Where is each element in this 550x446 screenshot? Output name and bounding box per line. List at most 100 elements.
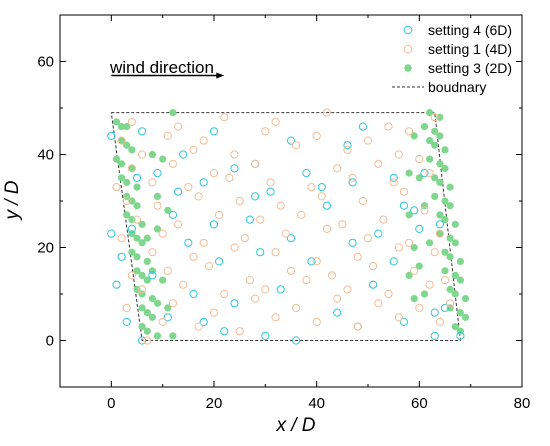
setting-3-point	[138, 271, 146, 279]
setting-1-point	[302, 276, 311, 285]
setting-1-point	[322, 108, 331, 117]
setting-3-point	[415, 174, 423, 182]
setting-1-point	[343, 285, 352, 294]
x-axis-title: x / D	[275, 415, 315, 436]
setting-3-point	[431, 141, 439, 149]
setting-3-point	[441, 164, 449, 172]
setting-3-point	[451, 323, 459, 331]
setting-1-point	[348, 173, 357, 182]
setting-1-point	[394, 313, 403, 322]
legend-setting-1-label: setting 1 (4D)	[428, 41, 512, 57]
setting-3-point	[133, 267, 141, 275]
y-tick-label: 0	[46, 333, 54, 350]
setting-1-point	[168, 299, 177, 308]
setting-3-point	[410, 132, 418, 140]
setting-1-point	[358, 196, 367, 206]
setting-1-point	[430, 113, 439, 122]
legend-setting-3-marker	[404, 64, 412, 72]
setting-1-point	[379, 215, 388, 224]
legend-setting-4-label: setting 4 (6D)	[428, 22, 512, 38]
setting-1-point	[127, 117, 136, 127]
setting-3-point	[164, 304, 172, 312]
setting-4-point	[276, 285, 285, 294]
setting-1-point	[430, 248, 439, 257]
setting-3-point	[405, 169, 413, 177]
setting-1-point	[405, 238, 414, 247]
setting-1-point	[179, 280, 188, 289]
setting-3-point	[169, 332, 177, 340]
setting-3-point	[138, 304, 146, 312]
setting-4-point	[122, 317, 131, 326]
wind-direction-label: wind direction	[109, 58, 214, 77]
setting-1-point	[174, 220, 183, 229]
wind-arrow-head	[216, 72, 225, 79]
setting-3-point	[128, 164, 136, 172]
setting-3-point	[164, 206, 172, 214]
setting-4-point	[220, 327, 229, 336]
setting-1-point	[117, 136, 126, 145]
setting-4-point	[307, 257, 316, 266]
setting-1-point	[384, 122, 393, 131]
setting-3-point	[441, 197, 449, 205]
setting-4-point	[430, 331, 439, 340]
setting-1-point	[276, 201, 285, 210]
setting-1-point	[127, 271, 136, 280]
setting-4-point	[199, 178, 208, 187]
setting-3-point	[138, 239, 146, 247]
setting-1-point	[256, 215, 265, 224]
setting-1-point	[374, 159, 383, 168]
setting-3-point	[451, 290, 459, 298]
setting-1-point	[410, 266, 419, 275]
setting-1-point	[235, 196, 244, 206]
setting-1-point	[415, 155, 424, 164]
setting-3-point	[446, 285, 454, 293]
setting-1-point	[394, 150, 403, 159]
setting-1-point	[189, 145, 198, 154]
setting-3-point	[410, 243, 418, 252]
setting-4-point	[302, 169, 311, 178]
setting-1-point	[353, 322, 362, 331]
setting-1-point	[194, 322, 203, 331]
setting-1-point	[245, 276, 254, 285]
boundary-line	[110, 112, 461, 341]
legend-setting-1-marker	[403, 44, 413, 54]
setting-3-point	[128, 248, 136, 256]
setting-4-point	[286, 234, 296, 243]
setting-3-point	[133, 253, 141, 261]
setting-4-point	[148, 271, 157, 280]
setting-1-point	[307, 183, 316, 192]
setting-3-point	[456, 276, 464, 284]
setting-1-point	[271, 313, 280, 322]
setting-1-point	[353, 252, 362, 261]
setting-4-point	[230, 299, 239, 308]
setting-4-point	[127, 224, 136, 233]
x-tick-label: 20	[206, 395, 223, 412]
setting-1-point	[230, 150, 239, 159]
setting-1-point	[251, 294, 260, 303]
setting-1-point	[209, 308, 219, 317]
setting-3-point	[138, 220, 146, 228]
legend-boudnary-label: boudnary	[428, 79, 486, 95]
setting-1-point	[117, 234, 126, 243]
setting-3-point	[153, 192, 162, 200]
y-axis-title: y / D	[2, 180, 23, 221]
setting-3-point	[112, 155, 121, 163]
y-tick-label: 40	[37, 147, 54, 164]
setting-1-point	[440, 276, 450, 285]
x-tick-label: 40	[308, 395, 325, 412]
setting-1-point	[209, 169, 219, 178]
setting-4-point	[374, 229, 383, 238]
setting-1-point	[286, 266, 296, 275]
setting-4-point	[153, 169, 162, 178]
setting-4-point	[251, 192, 260, 201]
setting-3-point	[446, 183, 454, 191]
setting-3-point	[169, 109, 177, 117]
setting-3-point	[456, 309, 464, 317]
setting-3-point	[405, 271, 413, 279]
setting-1-point	[138, 150, 147, 159]
setting-3-point	[143, 257, 151, 265]
setting-3-point	[451, 239, 459, 247]
setting-4-point	[317, 183, 326, 192]
setting-4-point	[209, 220, 219, 229]
setting-4-point	[430, 308, 439, 317]
